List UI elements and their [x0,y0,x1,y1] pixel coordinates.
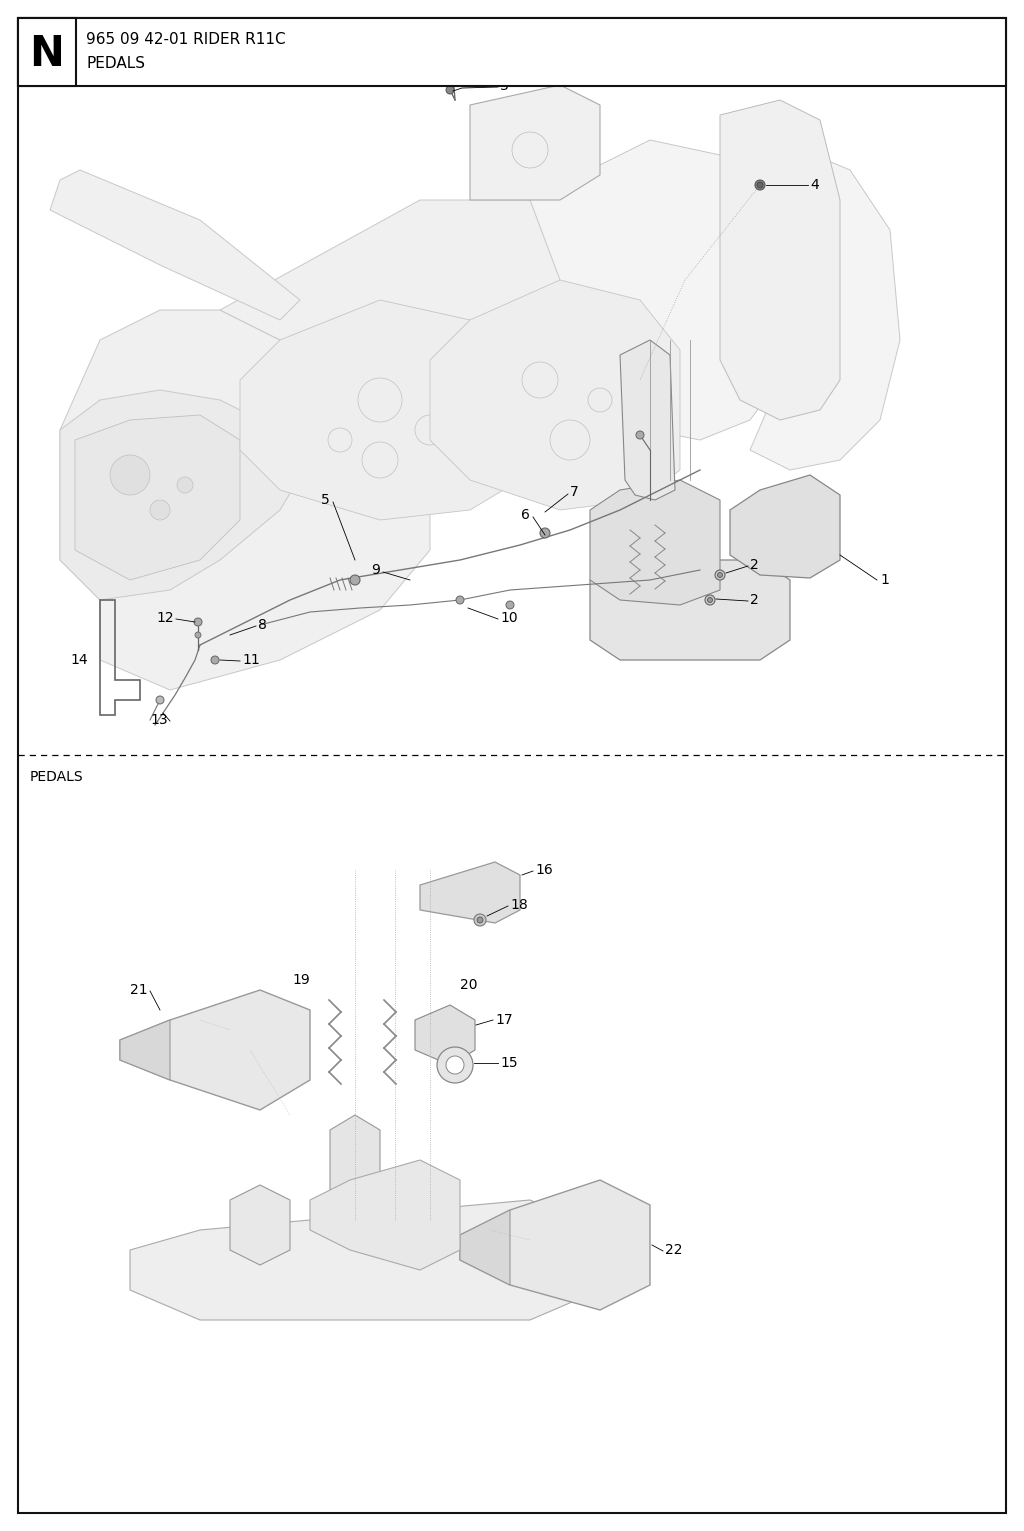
Text: 3: 3 [500,80,509,93]
Polygon shape [50,170,300,320]
Circle shape [156,697,164,704]
Polygon shape [220,201,650,450]
Polygon shape [310,1160,460,1271]
Text: 20: 20 [460,978,477,992]
Text: 15: 15 [500,1056,517,1070]
Text: 16: 16 [535,863,553,877]
Polygon shape [720,145,900,470]
Circle shape [150,501,170,521]
Polygon shape [120,1020,170,1079]
Circle shape [705,596,715,605]
Circle shape [350,576,360,585]
Text: 11: 11 [242,654,260,668]
Polygon shape [420,862,520,923]
Polygon shape [590,560,790,660]
Circle shape [437,1047,473,1082]
Text: PEDALS: PEDALS [30,770,84,784]
Polygon shape [720,100,840,419]
Circle shape [474,914,486,926]
Text: 2: 2 [750,592,759,606]
Circle shape [755,181,765,190]
Text: 21: 21 [130,983,148,997]
Text: 9: 9 [371,563,380,577]
Polygon shape [730,475,840,579]
Circle shape [477,917,483,923]
Circle shape [506,602,514,609]
Circle shape [194,619,202,626]
Polygon shape [620,340,675,501]
Bar [18,18,76,86]
Text: 14: 14 [71,654,88,668]
Text: 22: 22 [665,1243,683,1257]
Text: 5: 5 [322,493,330,507]
Polygon shape [330,1115,380,1236]
Text: N: N [30,34,65,75]
Text: 13: 13 [151,713,168,727]
Polygon shape [590,481,720,605]
Text: PEDALS: PEDALS [86,55,145,70]
Circle shape [636,432,644,439]
Polygon shape [75,415,240,580]
Text: 10: 10 [500,611,517,625]
Polygon shape [130,1200,600,1320]
Text: 7: 7 [570,485,579,499]
Circle shape [446,1056,464,1075]
Text: 965 09 42-01 RIDER R11C: 965 09 42-01 RIDER R11C [86,32,286,47]
Polygon shape [530,139,780,439]
Text: 2: 2 [750,557,759,573]
Circle shape [718,573,723,577]
Polygon shape [460,1180,650,1311]
Circle shape [540,528,550,537]
Polygon shape [415,1004,475,1066]
Circle shape [715,570,725,580]
Polygon shape [120,991,310,1110]
Text: 19: 19 [292,974,310,987]
Polygon shape [470,86,600,201]
Circle shape [757,182,763,188]
Circle shape [177,478,193,493]
Polygon shape [430,280,680,510]
Polygon shape [60,390,310,600]
Text: 18: 18 [510,899,527,912]
Circle shape [195,632,201,638]
Text: 4: 4 [810,178,819,191]
Polygon shape [460,1209,510,1285]
Text: 17: 17 [495,1014,513,1027]
Circle shape [456,596,464,605]
Bar [18,18,1006,86]
Circle shape [211,655,219,664]
Text: 8: 8 [258,619,267,632]
Polygon shape [230,1185,290,1265]
Circle shape [110,455,150,495]
Text: 12: 12 [157,611,174,625]
Polygon shape [240,300,520,521]
Text: 6: 6 [521,508,530,522]
Polygon shape [60,309,430,690]
Circle shape [708,597,713,603]
Circle shape [446,86,454,93]
Text: 1: 1 [880,573,889,586]
